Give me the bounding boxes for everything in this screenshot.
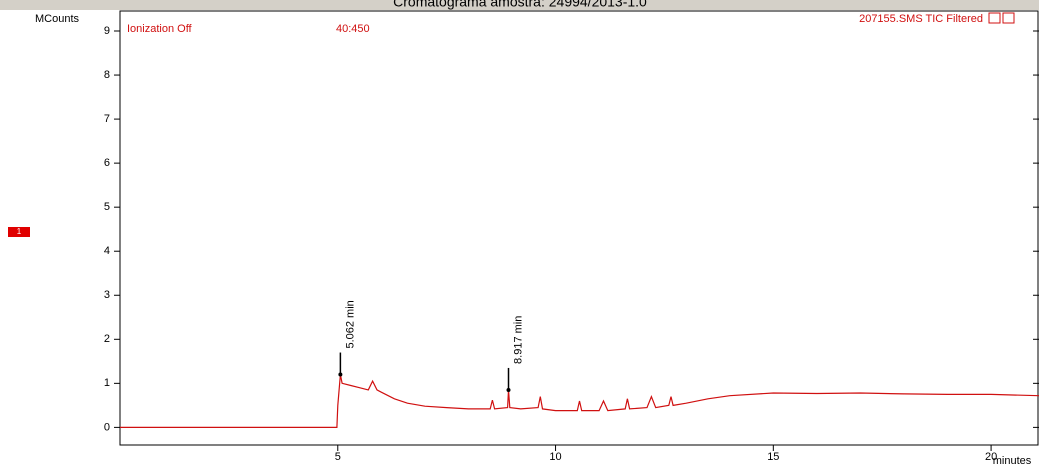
peak-label: 8.917 min [512,316,524,364]
trace-marker: 1 [17,227,22,236]
trace-marker-box [8,227,30,237]
title-band [0,0,1039,10]
header-mid: 40:450 [336,23,370,35]
peak-dot [506,387,511,392]
y-tick-label: 5 [104,201,110,213]
y-tick-label: 2 [104,333,110,345]
header-right: 207155.SMS TIC Filtered [859,13,983,25]
x-tick-label: 20 [985,451,997,463]
y-tick-label: 6 [104,157,110,169]
x-tick-label: 5 [335,451,341,463]
plot-frame [119,10,1039,446]
y-tick-label: 3 [104,289,110,301]
chart-title: Cromatograma amostra: 24994/2013-1.0 [393,0,647,10]
y-tick-label: 9 [104,25,110,37]
x-tick-label: 15 [767,451,779,463]
trace-line [120,374,1039,428]
header-left: Ionization Off [127,23,193,35]
window-button[interactable] [1002,12,1015,24]
x-axis-label: minutes [993,455,1032,466]
y-tick-label: 8 [104,69,110,81]
peak-dot [338,372,343,377]
y-axis-label: MCounts [35,13,80,25]
y-tick-label: 4 [104,245,110,257]
y-tick-label: 7 [104,113,110,125]
y-tick-label: 1 [104,377,110,389]
peak-label: 5.062 min [344,300,356,348]
y-tick-label: 0 [104,421,110,433]
window-button[interactable] [988,12,1001,24]
x-tick-label: 10 [549,451,561,463]
